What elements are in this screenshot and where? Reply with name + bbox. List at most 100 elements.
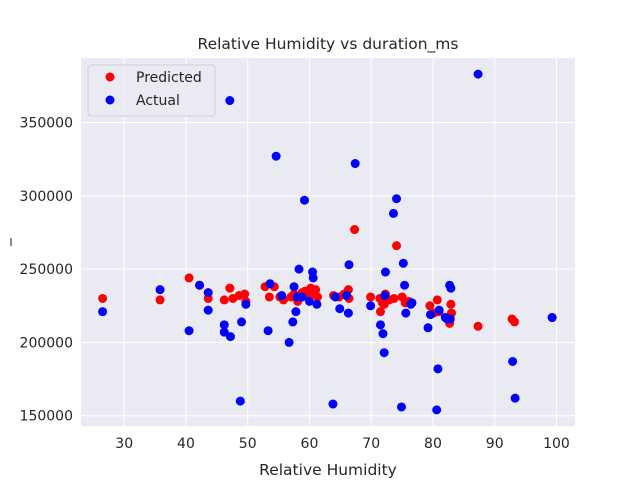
point-predicted [350,225,360,235]
point-actual [398,258,408,268]
point-actual [225,332,235,342]
point-actual [426,310,436,320]
x-axis-ticks: 30 40 50 60 70 80 90 100 [115,436,570,452]
point-predicted [389,293,399,303]
x-tick-label: 100 [543,436,570,452]
point-actual [297,292,307,302]
point-predicted [98,293,108,303]
point-actual [312,299,322,309]
point-actual [375,320,385,330]
point-predicted [509,317,519,327]
point-actual [219,320,229,330]
point-actual [291,307,301,317]
x-tick-label: 70 [362,436,380,452]
point-actual [342,291,352,301]
y-tick-label: 350000 [20,116,73,132]
point-predicted [366,292,376,302]
point-actual [433,364,443,374]
legend-marker-predicted [105,72,115,82]
point-actual [284,337,294,347]
point-actual [203,305,213,315]
point-actual [392,194,402,204]
point-actual [289,282,299,292]
y-tick-label: 250000 [20,262,73,278]
x-axis-label: Relative Humidity [259,461,397,479]
point-actual [380,267,390,277]
x-tick-label: 90 [486,436,504,452]
point-predicted [473,321,483,331]
point-actual [155,285,165,295]
point-predicted [313,292,323,302]
y-tick-label: 300000 [20,189,73,205]
point-actual [434,305,444,315]
point-actual [401,308,411,318]
point-actual [380,291,390,301]
x-tick-label: 80 [424,436,442,452]
point-actual [423,323,433,333]
point-actual [184,326,194,336]
point-actual [432,405,442,415]
point-actual [446,283,456,293]
x-tick-label: 50 [239,436,257,452]
point-predicted [184,273,194,283]
point-actual [344,260,354,270]
data-points [98,69,557,415]
point-actual [330,292,340,302]
point-actual [379,348,389,358]
point-actual [407,298,417,308]
chart-title: Relative Humidity vs duration_ms [198,35,459,54]
legend-label-predicted: Predicted [136,70,202,86]
point-predicted [446,299,456,309]
point-actual [203,288,213,298]
point-actual [277,291,287,301]
point-actual [400,280,410,290]
point-actual [508,356,518,366]
point-actual [388,208,398,218]
point-actual [308,273,318,283]
point-actual [547,313,557,323]
point-predicted [219,295,229,305]
point-predicted [425,301,435,311]
x-tick-label: 40 [177,436,195,452]
point-actual [396,402,406,412]
point-actual [343,308,353,318]
legend-box [87,64,216,117]
point-actual [445,314,455,324]
point-predicted [155,295,165,305]
point-actual [288,317,298,327]
point-actual [350,159,360,169]
point-actual [335,304,345,314]
point-actual [294,264,304,274]
y-tick-label: 200000 [20,335,73,351]
point-predicted [375,307,385,317]
point-predicted [392,241,402,251]
point-actual [235,396,245,406]
x-tick-label: 30 [115,436,133,452]
point-actual [225,96,235,106]
y-axis-ticks: 150000 200000 250000 300000 350000 [20,116,73,425]
legend: Predicted Actual [87,64,216,117]
point-predicted [225,283,235,293]
point-actual [366,301,376,311]
legend-marker-actual [105,95,115,105]
point-predicted [240,289,250,299]
x-tick-label: 60 [301,436,319,452]
y-tick-label: 150000 [20,409,73,425]
point-actual [473,69,483,79]
point-actual [237,317,247,327]
point-actual [300,195,310,205]
point-actual [328,399,338,409]
y-axis-label: _ [0,238,13,247]
point-actual [265,279,275,289]
point-actual [510,393,520,403]
point-actual [263,326,273,336]
grid-lines [81,58,575,426]
point-predicted [264,292,274,302]
point-actual [271,151,281,161]
point-predicted [311,285,321,295]
plot-area [81,58,575,426]
series-actual [98,69,557,415]
point-actual [98,307,108,317]
point-actual [195,280,205,290]
